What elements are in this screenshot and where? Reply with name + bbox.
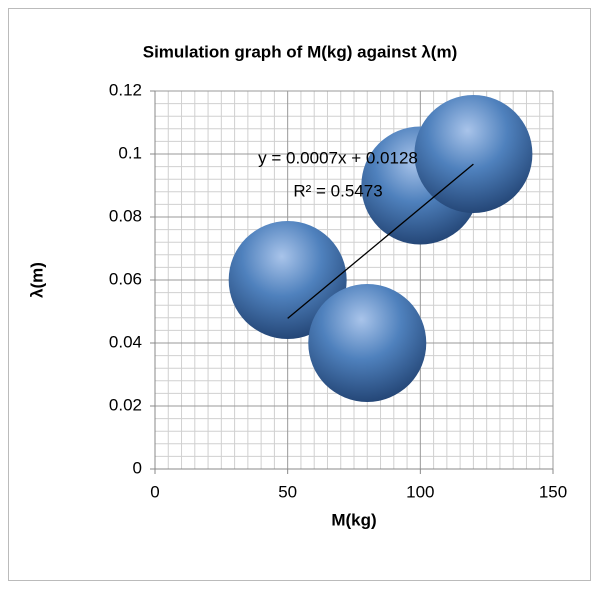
y-tick-label: 0.02 [109, 395, 142, 414]
trendline-r2: R² = 0.5473 [293, 181, 382, 200]
y-tick-label: 0.04 [109, 332, 142, 351]
trendline-equation: y = 0.0007x + 0.0128 [258, 148, 418, 167]
y-tick-label: 0.1 [118, 143, 142, 162]
y-tick-label: 0.12 [109, 80, 142, 99]
x-tick-label: 150 [539, 482, 567, 501]
bubble [308, 284, 426, 402]
x-axis-title: M(kg) [331, 510, 376, 529]
x-tick-label: 100 [406, 482, 434, 501]
y-tick-label: 0 [133, 458, 142, 477]
y-tick-label: 0.08 [109, 206, 142, 225]
chart-title: Simulation graph of M(kg) against λ(m) [143, 42, 458, 61]
x-tick-label: 50 [278, 482, 297, 501]
y-axis-title: λ(m) [27, 262, 46, 298]
bubble [414, 95, 532, 213]
chart: Simulation graph of M(kg) against λ(m) M… [0, 0, 601, 589]
x-tick-label: 0 [150, 482, 159, 501]
y-tick-label: 0.06 [109, 269, 142, 288]
